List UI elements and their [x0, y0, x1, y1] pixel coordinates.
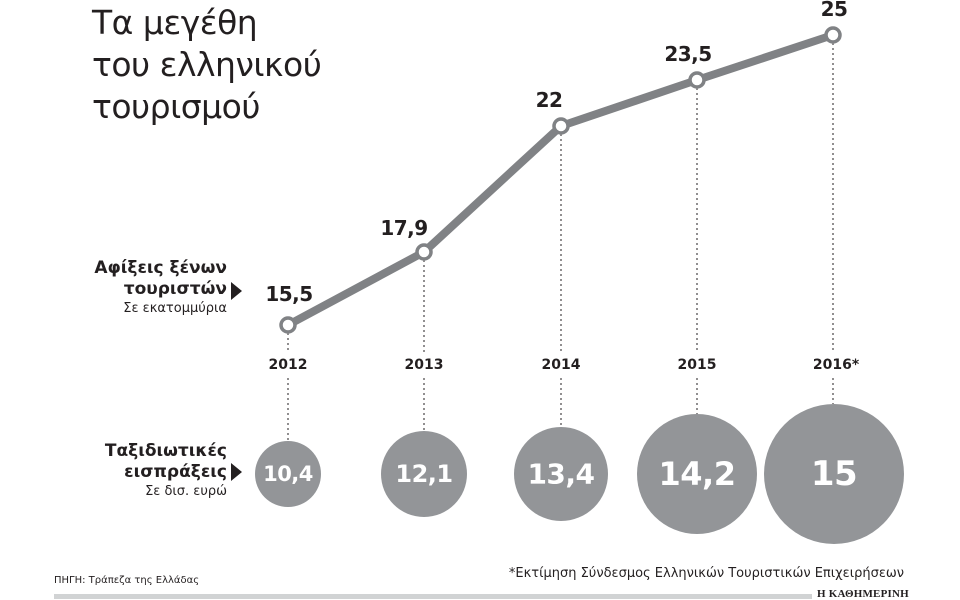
arrivals-value-2015: 23,5: [664, 42, 712, 66]
title-line-3: τουρισμού: [92, 87, 260, 126]
legend-receipts-unit: Σε δισ. ευρώ: [145, 484, 227, 499]
year-label-2013: 2013: [404, 357, 444, 373]
estimate-footnote: *Εκτίμηση Σύνδεσμος Ελληνικών Τουριστικώ…: [508, 566, 904, 581]
marker-2015: [688, 71, 706, 89]
receipts-value-2016: 15: [810, 454, 858, 494]
marker-2013: [415, 243, 433, 261]
legend-arrivals: Αφίξεις ξένων τουριστών Σε εκατομμύρια: [94, 258, 227, 318]
year-label-2012: 2012: [268, 357, 308, 373]
arrivals-value-2013: 17,9: [380, 216, 428, 240]
receipts-arrow-icon: [231, 463, 242, 481]
receipts-bubbles: [255, 404, 904, 544]
title-line-1: Τα μεγέθη: [92, 3, 258, 42]
receipts-value-2013: 12,1: [395, 460, 453, 488]
title-line-2: του ελληνικού: [92, 45, 322, 84]
bubble-2013: [381, 431, 467, 517]
arrivals-arrow-icon: [231, 282, 242, 300]
year-label-2016: 2016*: [812, 357, 860, 373]
bubble-2015: [637, 414, 757, 534]
arrivals-value-2016: 25: [820, 0, 848, 21]
legend-receipts-line2: εισπράξεις: [124, 462, 227, 482]
receipts-value-2014: 13,4: [527, 457, 595, 491]
receipts-value-2015: 14,2: [658, 455, 736, 493]
legend-arrivals-unit: Σε εκατομμύρια: [123, 301, 227, 316]
arrivals-value-2012: 15,5: [265, 282, 313, 306]
legend-receipts-line1: Ταξιδιωτικές: [104, 441, 227, 461]
marker-2012: [279, 316, 297, 334]
marker-2014: [552, 117, 570, 135]
marker-2016: [824, 26, 842, 44]
legend-arrivals-line1: Αφίξεις ξένων: [94, 258, 227, 278]
year-label-2015: 2015: [677, 357, 717, 373]
arrivals-markers: [279, 26, 842, 334]
bubble-2016: [764, 404, 904, 544]
footer-divider: [54, 594, 812, 599]
guide-lines: [287, 43, 834, 441]
brand-logo: Η ΚΑΘΗΜΕΡΙΝΗ: [817, 588, 909, 600]
arrivals-value-2014: 22: [535, 88, 563, 112]
source-note: ΠΗΓΗ: Τράπεζα της Ελλάδας: [54, 575, 200, 586]
receipts-value-2012: 10,4: [263, 462, 313, 486]
bubble-2012: [255, 441, 321, 507]
bubble-2014: [514, 427, 608, 521]
legend-receipts: Ταξιδιωτικές εισπράξεις Σε δισ. ευρώ: [105, 441, 227, 501]
year-label-2014: 2014: [541, 357, 581, 373]
chart-title: Τα μεγέθη του ελληνικού τουρισμού: [92, 2, 322, 128]
legend-arrivals-line2: τουριστών: [123, 279, 227, 299]
